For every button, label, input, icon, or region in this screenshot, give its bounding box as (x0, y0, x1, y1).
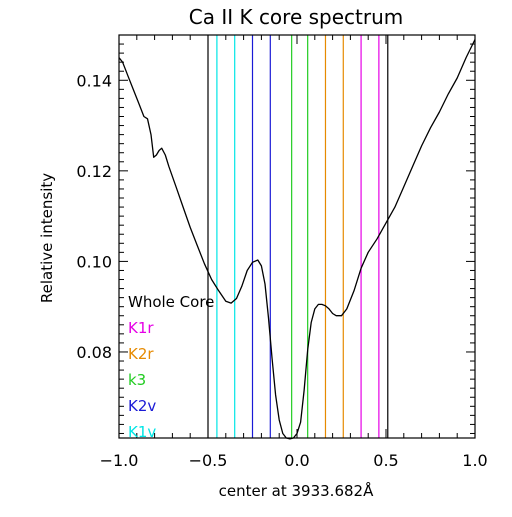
y-tick-label-2: 0.12 (76, 162, 112, 181)
series-layer (118, 39, 476, 440)
chart-title: Ca II K core spectrum (189, 5, 404, 29)
legend-entry-3: k3 (128, 371, 146, 389)
legend-entry-0: Whole Core (128, 293, 214, 311)
y-tick-label-1: 0.10 (76, 252, 112, 271)
y-tick-label-3: 0.14 (76, 71, 112, 90)
axes: −1.0 −0.5 0.0 0.5 1.0 0.08 0.10 0.12 0.14 (76, 34, 488, 470)
legend-entry-4: K2v (128, 397, 156, 415)
legend: Whole Core K1r K2r k3 K2v K1v (128, 293, 214, 441)
legend-entry-2: K2r (128, 345, 154, 363)
x-axis-label: center at 3933.682Å (219, 481, 374, 500)
legend-entry-1: K1r (128, 319, 154, 337)
spectrum-line-0 (118, 39, 476, 440)
x-tick-label-4: 1.0 (462, 451, 487, 470)
y-tick-label-0: 0.08 (76, 343, 112, 362)
x-tick-label-2: 0.0 (284, 451, 309, 470)
x-tick-label-0: −1.0 (100, 451, 139, 470)
legend-entry-5: K1v (128, 423, 156, 441)
x-tick-label-3: 0.5 (373, 451, 398, 470)
y-axis-label: Relative intensity (38, 173, 56, 303)
x-tick-label-1: −0.5 (189, 451, 228, 470)
